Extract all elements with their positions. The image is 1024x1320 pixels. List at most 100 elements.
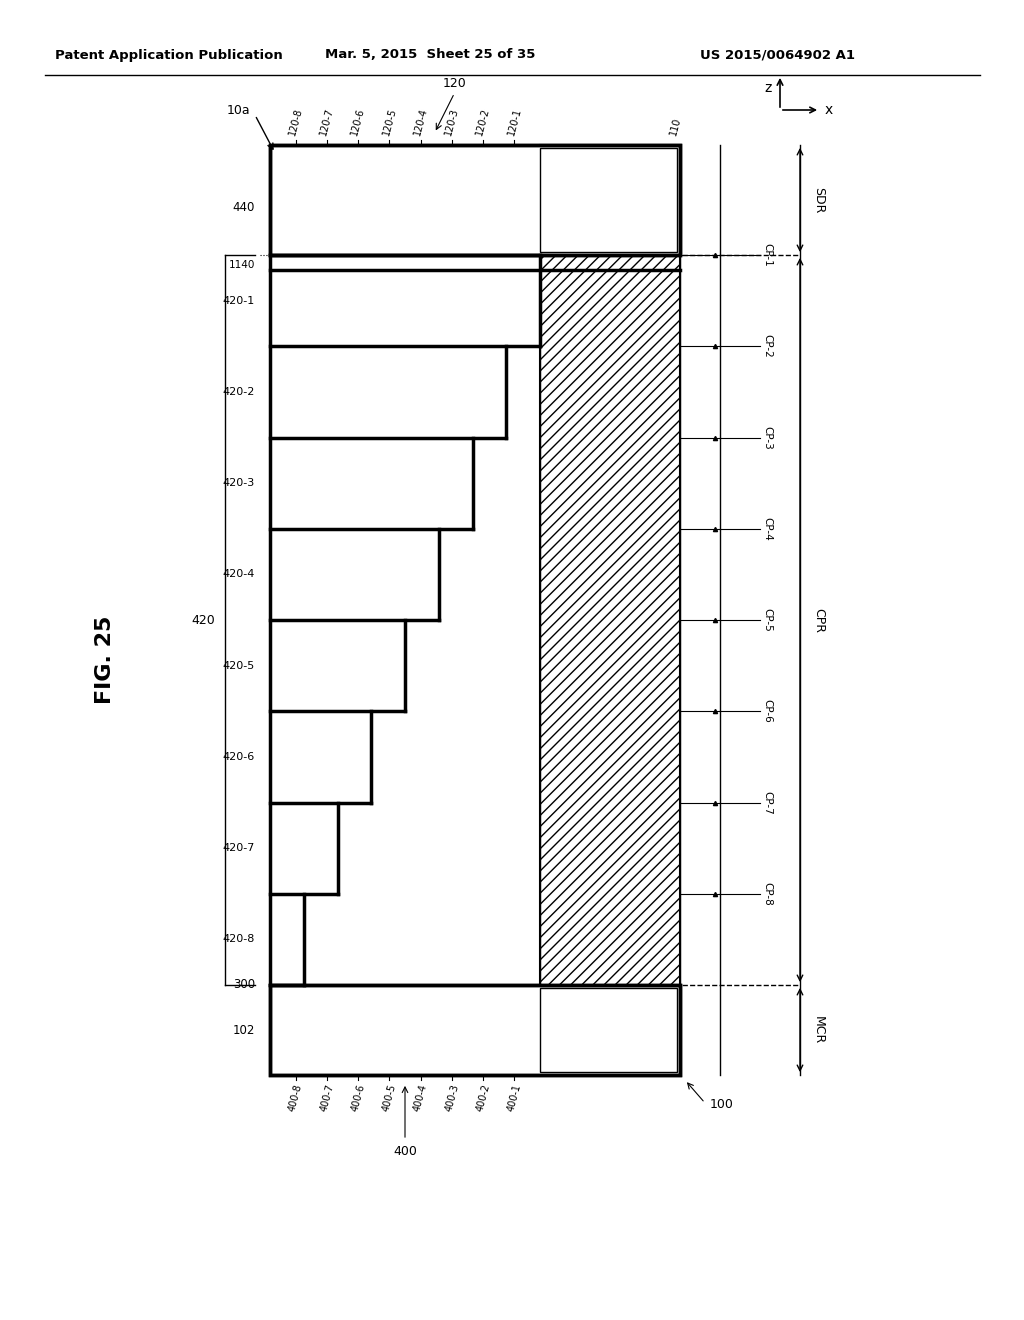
Text: 420-1: 420-1 [223,296,255,306]
Text: 420-6: 420-6 [223,752,255,762]
Bar [408,276,432,326]
Text: CP-5: CP-5 [762,609,772,632]
Bar [540,148,677,252]
Bar [375,276,400,326]
Bar [344,367,369,417]
Text: 420-4: 420-4 [222,569,255,579]
Bar [278,640,303,690]
Bar [344,1012,372,1048]
Text: 400-8: 400-8 [287,1082,304,1113]
Text: z: z [765,81,772,95]
Bar [273,915,298,965]
Text: 1140: 1140 [228,260,255,271]
Text: 120-3: 120-3 [443,107,461,137]
Text: FIG. 25: FIG. 25 [95,616,115,704]
Bar [540,145,680,1074]
Text: 400-2: 400-2 [475,1082,492,1113]
Text: Patent Application Publication: Patent Application Publication [55,49,283,62]
Text: 110: 110 [668,116,682,137]
Bar [311,640,336,690]
Text: CP-7: CP-7 [762,791,772,814]
Text: CP-3: CP-3 [762,425,772,449]
Bar [270,803,338,894]
Bar [270,620,406,711]
Text: CP-2: CP-2 [762,334,772,358]
Bar [540,987,677,1072]
Text: 420-2: 420-2 [222,387,255,397]
Text: CP-4: CP-4 [762,517,772,541]
Text: 400-5: 400-5 [381,1082,398,1113]
Bar [278,731,303,781]
Text: 420-3: 420-3 [223,478,255,488]
Text: 120-7: 120-7 [318,107,336,137]
Bar [342,276,368,326]
Bar [469,182,497,218]
Text: Mar. 5, 2015  Sheet 25 of 35: Mar. 5, 2015 Sheet 25 of 35 [325,49,536,62]
Bar [344,549,369,599]
Bar [376,1012,403,1048]
Bar [270,437,472,529]
Text: US 2015/0064902 A1: US 2015/0064902 A1 [700,49,855,62]
Text: 120-1: 120-1 [506,107,523,137]
Bar [270,346,506,437]
Bar [278,549,303,599]
Bar [270,711,372,803]
Bar [540,987,677,1072]
Bar [270,529,438,620]
Bar [501,182,528,218]
Bar [540,145,680,1074]
Text: MCR: MCR [812,1016,825,1044]
Text: x: x [825,103,834,117]
Text: 400: 400 [393,1144,417,1158]
Text: 420-5: 420-5 [223,660,255,671]
Text: 420-7: 420-7 [222,843,255,853]
Text: SDR: SDR [812,187,825,214]
Text: 120-4: 120-4 [412,107,429,137]
Text: CP-6: CP-6 [762,700,772,723]
Text: 120-2: 120-2 [475,107,492,137]
Text: 120-5: 120-5 [381,107,398,137]
Bar [469,1012,497,1048]
Bar [540,148,677,252]
Bar [270,985,680,1074]
Bar [282,182,309,218]
Text: 10a: 10a [226,103,250,116]
Text: 300: 300 [232,978,255,991]
Bar [377,367,402,417]
Text: 100: 100 [710,1098,734,1111]
Text: 440: 440 [232,201,255,214]
Bar [311,458,336,508]
Bar [278,276,302,326]
Bar [270,145,680,255]
Bar [270,894,304,985]
Text: CP-8: CP-8 [762,882,772,906]
Text: 400-1: 400-1 [506,1082,523,1113]
Bar [377,458,402,508]
Bar [410,367,435,417]
Text: 420: 420 [191,614,215,627]
Bar [376,182,403,218]
Bar [270,145,680,255]
Text: 120-8: 120-8 [287,107,304,137]
Text: 420-8: 420-8 [222,935,255,944]
Text: 120-6: 120-6 [349,107,367,137]
Bar [344,458,369,508]
Bar [313,1012,341,1048]
Text: CPR: CPR [812,607,825,632]
Bar [313,182,341,218]
Text: 400-7: 400-7 [318,1082,335,1113]
Bar [407,1012,434,1048]
Bar [344,182,372,218]
Text: 400-3: 400-3 [443,1082,461,1113]
Text: 400-4: 400-4 [413,1082,429,1113]
Text: 120: 120 [442,77,466,90]
Bar [311,549,336,599]
Bar [278,824,303,874]
Bar [407,182,434,218]
Text: 102: 102 [232,1023,255,1036]
Text: 400-6: 400-6 [349,1082,367,1113]
Text: CP-1: CP-1 [762,243,772,267]
Bar [278,367,303,417]
Bar [270,985,680,1074]
Bar [311,367,336,417]
